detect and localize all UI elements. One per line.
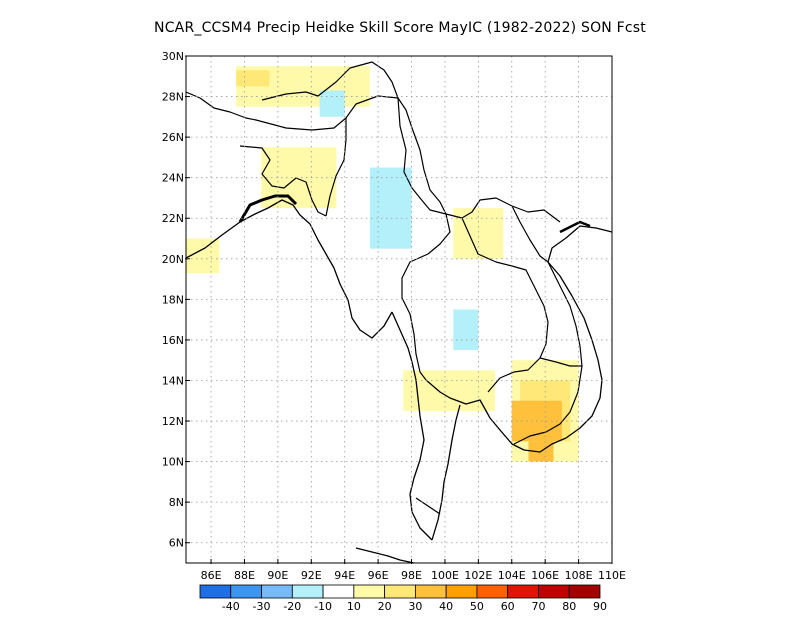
coastline-thai-peninsula-east — [431, 404, 461, 541]
lon-label: 88E — [234, 569, 255, 582]
border-bangladesh — [239, 145, 327, 217]
colorbar-swatch — [261, 584, 293, 599]
colorbar-label: -20 — [283, 600, 301, 613]
lat-label: 16N — [162, 334, 184, 347]
border-myanmar-laos-thailand — [401, 213, 451, 381]
lon-label: 92E — [301, 569, 322, 582]
border-bhutan-tibet — [261, 61, 399, 101]
latitude-labels: 30N 28N 26N 24N 22N 20N 18N 16N 14N 12N 10N 8N 6N — [162, 50, 190, 550]
lon-label: 100E — [431, 569, 459, 582]
lat-label: 26N — [162, 131, 184, 144]
colorbar-label: 10 — [347, 600, 361, 613]
skill-region-11 — [453, 309, 479, 351]
lat-label: 20N — [162, 253, 184, 266]
plot-frame — [185, 55, 613, 564]
colorbar-swatch — [568, 584, 601, 599]
skill-region-10 — [369, 167, 412, 249]
lon-label: 110E — [598, 569, 626, 582]
lat-label: 6N — [169, 537, 184, 550]
colorbar-label: 70 — [531, 600, 545, 613]
lon-label: 104E — [498, 569, 526, 582]
coastline-layer — [186, 194, 612, 563]
gridlines — [186, 56, 612, 563]
colorbar-label: 40 — [439, 600, 453, 613]
border-thailand-laos — [461, 217, 549, 359]
lat-label: 30N — [162, 50, 184, 63]
lat-label: 24N — [162, 172, 184, 185]
lat-label: 8N — [169, 496, 184, 509]
coastline-gulf-of-tonkin — [559, 220, 591, 234]
colorbar-swatch — [476, 584, 509, 599]
colorbar-swatch — [414, 584, 447, 599]
map-title: NCAR_CCSM4 Precip Heidke Skill Score May… — [154, 20, 646, 36]
lon-label: 94E — [334, 569, 355, 582]
lon-label: 86E — [201, 569, 222, 582]
colorbar-swatch — [230, 584, 262, 599]
lon-label: 106E — [531, 569, 559, 582]
lat-label: 18N — [162, 293, 184, 306]
border-myanmar-west — [325, 118, 347, 217]
colorbar-label: -10 — [314, 600, 332, 613]
lat-label: 14N — [162, 374, 184, 387]
border-myanmar-china-east — [397, 97, 561, 223]
lat-label: 12N — [162, 415, 184, 428]
colorbar-label: -30 — [253, 600, 271, 613]
lon-label: 102E — [464, 569, 492, 582]
skill-region-12 — [319, 90, 345, 117]
lon-label: 98E — [401, 569, 422, 582]
border-thai-malay — [415, 497, 441, 515]
colorbar-swatch — [445, 584, 478, 599]
border-laos-vietnam — [511, 205, 583, 367]
skill-shading-layer — [186, 66, 579, 462]
colorbar-swatch — [353, 584, 386, 599]
colorbar-swatch — [507, 584, 539, 599]
colorbar-swatch — [538, 584, 570, 599]
border-layer — [186, 61, 583, 515]
lon-label: 108E — [565, 569, 593, 582]
skill-region-1 — [236, 70, 270, 87]
colorbar-label: 60 — [501, 600, 515, 613]
coastline-vietnam — [547, 225, 612, 439]
coastline-gulf-of-thailand — [425, 379, 567, 453]
border-cambodia — [487, 357, 583, 445]
colorbar-label: 30 — [408, 600, 422, 613]
lat-label: 22N — [162, 212, 184, 225]
colorbar-label: 50 — [470, 600, 484, 613]
colorbar-swatch — [199, 584, 232, 599]
border-nepal-india — [186, 91, 257, 121]
colorbar-swatch — [322, 584, 355, 599]
colorbar-label: 80 — [562, 600, 576, 613]
coastline-andaman-sea — [391, 311, 433, 541]
lon-label: 96E — [368, 569, 389, 582]
lon-label: 90E — [267, 569, 288, 582]
lat-label: 28N — [162, 91, 184, 104]
coastline-sundarbans — [238, 194, 298, 223]
longitude-labels: 86E 88E 90E 92E 94E 96E 98E 100E 102E 104E 106E 108… — [201, 559, 626, 582]
lat-label: 10N — [162, 456, 184, 469]
colorbar-label: 90 — [593, 600, 607, 613]
colorbar: -40 -30 -20 -10 10 20 30 40 50 60 70 80 90 — [199, 584, 607, 613]
colorbar-swatch — [291, 584, 324, 599]
colorbar-label: 20 — [378, 600, 392, 613]
colorbar-label: -40 — [222, 600, 240, 613]
colorbar-swatch — [384, 584, 416, 599]
coastline-malay-peninsula — [355, 547, 415, 563]
